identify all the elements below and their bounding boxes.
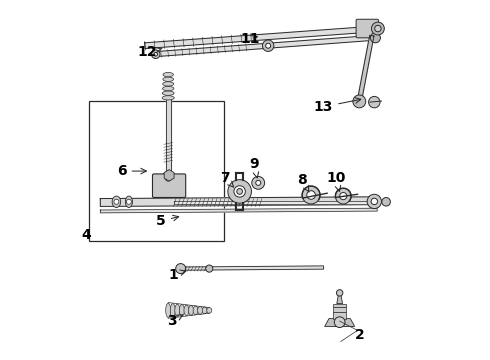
Circle shape — [307, 191, 316, 199]
Ellipse shape — [166, 303, 171, 318]
Text: 5: 5 — [156, 214, 179, 228]
Circle shape — [382, 198, 391, 206]
Circle shape — [266, 43, 270, 48]
Ellipse shape — [170, 304, 175, 317]
Bar — [333, 312, 346, 319]
Ellipse shape — [179, 305, 184, 316]
Polygon shape — [357, 35, 374, 102]
Text: 6: 6 — [117, 164, 147, 178]
Ellipse shape — [189, 306, 194, 315]
Circle shape — [368, 96, 380, 108]
Ellipse shape — [112, 196, 121, 207]
Circle shape — [371, 198, 377, 204]
Ellipse shape — [163, 82, 174, 86]
Circle shape — [206, 265, 213, 272]
Polygon shape — [100, 208, 377, 213]
Polygon shape — [100, 197, 379, 206]
Polygon shape — [173, 201, 373, 204]
Text: 13: 13 — [314, 98, 361, 114]
Circle shape — [256, 180, 261, 185]
Ellipse shape — [207, 307, 212, 313]
Circle shape — [126, 199, 131, 204]
Circle shape — [252, 176, 265, 189]
Circle shape — [334, 317, 345, 328]
Polygon shape — [166, 96, 171, 176]
Text: 3: 3 — [167, 314, 183, 328]
Ellipse shape — [125, 196, 132, 207]
Circle shape — [367, 194, 381, 208]
Text: 7: 7 — [220, 171, 234, 187]
Bar — [89, 102, 224, 241]
Circle shape — [340, 193, 347, 200]
Ellipse shape — [193, 306, 198, 315]
Circle shape — [165, 175, 171, 181]
Circle shape — [151, 50, 160, 59]
Polygon shape — [337, 296, 343, 303]
Ellipse shape — [175, 304, 180, 316]
FancyBboxPatch shape — [152, 174, 186, 198]
Circle shape — [237, 189, 243, 194]
Ellipse shape — [197, 307, 203, 314]
Text: 8: 8 — [297, 173, 309, 192]
Ellipse shape — [162, 91, 174, 95]
Circle shape — [302, 186, 320, 204]
Circle shape — [228, 180, 251, 203]
Text: 4: 4 — [81, 228, 91, 242]
Circle shape — [375, 25, 381, 32]
Ellipse shape — [184, 305, 189, 316]
Ellipse shape — [163, 77, 173, 81]
Polygon shape — [154, 35, 374, 57]
Text: 12: 12 — [137, 45, 162, 59]
Polygon shape — [325, 319, 355, 327]
Circle shape — [371, 22, 384, 35]
Ellipse shape — [202, 307, 207, 314]
Circle shape — [114, 199, 119, 204]
Ellipse shape — [163, 86, 174, 91]
Polygon shape — [184, 266, 323, 270]
Circle shape — [234, 186, 245, 197]
Bar — [333, 307, 346, 312]
Circle shape — [370, 33, 380, 43]
Text: 9: 9 — [249, 157, 259, 178]
Polygon shape — [164, 170, 174, 181]
Circle shape — [263, 40, 274, 51]
Circle shape — [176, 264, 186, 274]
Text: 2: 2 — [354, 328, 364, 342]
Circle shape — [353, 95, 366, 108]
Ellipse shape — [162, 96, 174, 100]
Circle shape — [337, 290, 343, 296]
Text: 11: 11 — [241, 32, 260, 46]
Circle shape — [335, 188, 351, 204]
FancyBboxPatch shape — [356, 19, 379, 38]
Circle shape — [154, 53, 157, 56]
Circle shape — [162, 172, 174, 185]
Text: 10: 10 — [326, 171, 346, 192]
Ellipse shape — [163, 72, 173, 77]
Bar — [333, 303, 346, 307]
Polygon shape — [145, 26, 381, 49]
Text: 1: 1 — [169, 268, 186, 282]
